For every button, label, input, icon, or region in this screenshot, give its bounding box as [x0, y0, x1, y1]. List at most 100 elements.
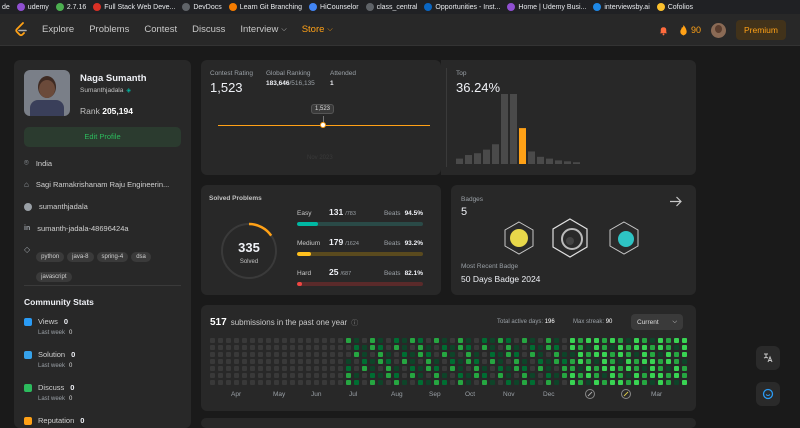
year-dropdown[interactable]: Current ⌵ [631, 314, 683, 330]
bookmark-item[interactable]: de [2, 4, 10, 11]
skill-tag[interactable]: spring-4 [96, 252, 129, 262]
heatmap-cell [250, 345, 255, 350]
heatmap-cell [346, 345, 351, 350]
difficulty-progress-fill [297, 222, 319, 226]
heatmap-cell [266, 380, 271, 385]
info-icon[interactable]: ⓘ [351, 320, 359, 327]
heatmap-cell [250, 359, 255, 364]
heatmap-cell [466, 373, 471, 378]
difficulty-header: Hard 25/687 Beats 82.1% [297, 267, 423, 277]
heatmap-cell [434, 352, 439, 357]
divider [24, 285, 181, 286]
rating-point[interactable] [320, 122, 326, 128]
bookmark-label: Opportunities - Inst... [435, 3, 501, 11]
heatmap-cell [586, 373, 591, 378]
heatmap-cell [514, 359, 519, 364]
heatmap-cell [426, 338, 431, 343]
bookmark-favicon-icon [182, 3, 191, 11]
heatmap-cell [530, 338, 535, 343]
heatmap-cell [410, 352, 415, 357]
rating-label: Contest Rating [210, 70, 253, 77]
bookmark-item[interactable]: Full Stack Web Deve... [93, 3, 175, 11]
heatmap-cell [546, 352, 551, 357]
community-sub-value: 0 [69, 396, 73, 402]
heatmap-cell [450, 345, 455, 350]
skill-tag[interactable]: javascript [36, 272, 72, 282]
nav-interview[interactable]: Interview ⌵ [240, 24, 286, 35]
nav-store[interactable]: Store ⌵ [302, 24, 333, 35]
heatmap-cell [250, 366, 255, 371]
bookmark-item[interactable]: HiCounselor [309, 3, 359, 11]
heatmap-cell [610, 352, 615, 357]
histogram-bar [456, 158, 463, 164]
heatmap-cell [506, 345, 511, 350]
badge-100-days-icon[interactable] [549, 217, 591, 259]
heatmap-cell [306, 352, 311, 357]
bookmark-favicon-icon [424, 3, 433, 11]
rank-value: 205,194 [102, 106, 133, 116]
chat-button[interactable] [756, 382, 780, 406]
heatmap-cell [354, 352, 359, 357]
heatmap-cell [618, 352, 623, 357]
translate-button[interactable] [756, 346, 780, 370]
heatmap-cell [378, 380, 383, 385]
heatmap-cell [226, 373, 231, 378]
skill-tag[interactable]: dsa [131, 252, 151, 262]
bookmark-item[interactable]: DevDocs [182, 3, 222, 11]
heatmap-cell [490, 338, 495, 343]
nav-interview-label: Interview [240, 24, 279, 35]
heatmap-cell [386, 373, 391, 378]
bell-icon[interactable] [658, 25, 669, 36]
heatmap-cell [578, 380, 583, 385]
heatmap-cell [546, 345, 551, 350]
badge-50-days-2024-icon[interactable] [606, 220, 642, 256]
heatmap-cell [594, 338, 599, 343]
skill-tag[interactable]: java-8 [67, 252, 94, 262]
leetcode-logo-icon[interactable] [14, 21, 28, 38]
bookmark-item[interactable]: udemy [16, 3, 49, 11]
heatmap-cell [322, 380, 327, 385]
heatmap-cell [370, 338, 375, 343]
heatmap-cell [442, 366, 447, 371]
skill-tag[interactable]: python [36, 252, 65, 262]
premium-button[interactable]: Premium [735, 20, 786, 40]
bookmark-item[interactable]: 2.7.16 [55, 3, 86, 11]
heatmap-cell [418, 352, 423, 357]
streak-counter[interactable]: 90 [679, 24, 701, 36]
heatmap-cell [682, 380, 687, 385]
bookmark-item[interactable]: class_central [365, 3, 417, 11]
linkedin-row[interactable]: in sumanth-jadala-48696424a [24, 224, 129, 233]
heatmap-cell [402, 380, 407, 385]
nav-explore[interactable]: Explore [42, 24, 75, 35]
heatmap-cell [226, 338, 231, 343]
heatmap-cell [514, 366, 519, 371]
heatmap-cell [378, 338, 383, 343]
nav-contest[interactable]: Contest [144, 24, 178, 35]
bookmark-item[interactable]: Opportunities - Inst... [424, 3, 500, 11]
nav-discuss[interactable]: Discuss [192, 24, 226, 35]
top-label: Top [456, 70, 467, 77]
community-line: Views 0 [24, 317, 184, 326]
edit-profile-button[interactable]: Edit Profile [24, 127, 181, 147]
heatmap-cell [474, 373, 479, 378]
badge-50-days-icon[interactable] [501, 220, 537, 256]
heatmap-cell [242, 380, 247, 385]
github-row[interactable]: sumanthjadala [24, 202, 88, 211]
heatmap-cell [618, 373, 623, 378]
difficulty-total: /1624 [345, 241, 359, 247]
avatar[interactable] [710, 22, 726, 38]
bookmark-item[interactable]: interviewsby.ai [593, 3, 650, 11]
bookmark-item[interactable]: Learn Git Branching [228, 3, 302, 11]
heatmap-cell [450, 380, 455, 385]
histogram-bar [573, 162, 580, 164]
nav-problems[interactable]: Problems [89, 24, 130, 35]
bookmark-item[interactable]: Home | Udemy Busi... [507, 3, 586, 11]
heatmap-cell [546, 359, 551, 364]
bookmark-item[interactable]: Cofolios [656, 3, 693, 11]
translate-icon [763, 353, 773, 363]
heatmap-cell [210, 359, 215, 364]
arrow-right-icon[interactable] [669, 196, 682, 207]
heatmap-cell [642, 359, 647, 364]
heatmap-cell [586, 345, 591, 350]
heatmap-cell [378, 359, 383, 364]
